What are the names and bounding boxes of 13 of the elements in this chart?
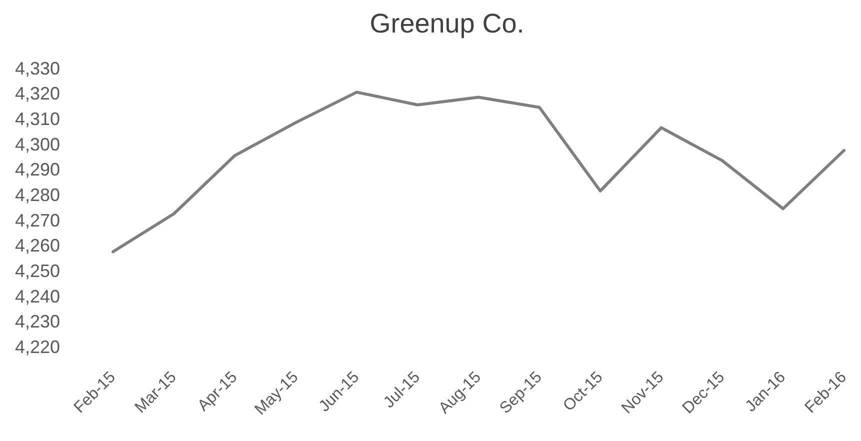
y-tick-label: 4,300 xyxy=(14,134,60,154)
y-tick-label: 4,280 xyxy=(14,185,60,206)
y-tick-label: 4,270 xyxy=(14,210,60,230)
y-tick-label: 4,240 xyxy=(14,286,60,306)
y-tick-label: 4,310 xyxy=(14,109,60,130)
y-tick-label: 4,330 xyxy=(14,58,60,78)
y-tick-label: 4,220 xyxy=(14,336,60,357)
y-tick-label: 4,290 xyxy=(14,160,60,180)
y-tick-label: 4,230 xyxy=(14,312,60,332)
y-tick-label: 4,250 xyxy=(14,260,60,281)
y-tick-label: 4,320 xyxy=(14,84,60,104)
chart-title: Greenup Co. xyxy=(370,8,524,39)
y-tick-label: 4,260 xyxy=(14,236,60,256)
